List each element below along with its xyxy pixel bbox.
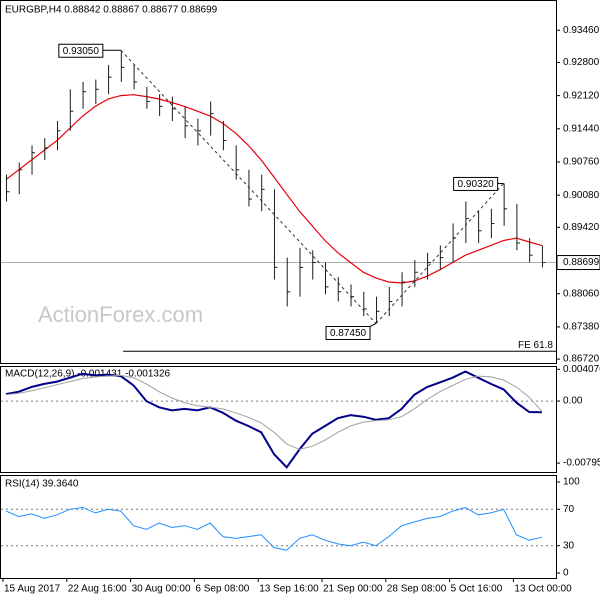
y-tick-label: 0.88060 bbox=[563, 288, 600, 299]
y-tick-label: 0 bbox=[563, 568, 569, 579]
y-tick-label: 30 bbox=[563, 540, 575, 551]
annotation-box bbox=[325, 325, 371, 340]
y-tick-label: 0.90080 bbox=[563, 190, 600, 201]
x-tick-label: 5 Oct 16:00 bbox=[451, 584, 503, 595]
annotation-label: 0.90320 bbox=[458, 179, 495, 190]
y-tick-label: 0.91440 bbox=[563, 123, 600, 134]
y-tick-label: 0.90760 bbox=[563, 157, 600, 168]
y-tick-label: -0.007956 bbox=[563, 458, 600, 469]
indicator-line bbox=[5, 370, 542, 469]
y-tick-label: 0.86720 bbox=[563, 354, 600, 365]
y-tick-label: 0.004076 bbox=[563, 364, 600, 375]
x-tick-label: 13 Oct 00:00 bbox=[514, 584, 572, 595]
annotation-label: 0.93050 bbox=[63, 46, 100, 57]
x-tick-label: 13 Sep 16:00 bbox=[259, 584, 319, 595]
y-tick-label: 0.92800 bbox=[563, 57, 600, 68]
y-tick-label: 0.00 bbox=[563, 396, 583, 407]
chart-title: EURGBP,H4 0.88842 0.88867 0.88677 0.8869… bbox=[5, 5, 218, 16]
x-tick-label: 21 Sep 00:00 bbox=[323, 584, 383, 595]
projection-line bbox=[375, 183, 505, 324]
y-tick-label: 0.87380 bbox=[563, 322, 600, 333]
annotation-leader bbox=[369, 323, 377, 327]
price-panel bbox=[0, 0, 557, 364]
x-tick-label: 6 Sep 08:00 bbox=[195, 584, 249, 595]
y-tick-label: 0.89420 bbox=[563, 222, 600, 233]
x-tick-label: 30 Aug 00:00 bbox=[132, 584, 191, 595]
x-tick-label: 15 Aug 2017 bbox=[4, 584, 61, 595]
fe-label: FE 61.8 bbox=[518, 340, 553, 351]
y-tick-label: 100 bbox=[563, 477, 580, 488]
y-tick-label: 0.92120 bbox=[563, 90, 600, 101]
last-price-box bbox=[556, 255, 600, 271]
y-tick-label: 0.93460 bbox=[563, 25, 600, 36]
rsi-title: RSI(14) 39.3640 bbox=[5, 479, 79, 490]
projection-line bbox=[120, 49, 377, 324]
moving-average bbox=[5, 94, 543, 284]
rsi-panel bbox=[0, 475, 557, 579]
indicator-line bbox=[5, 374, 543, 450]
last-price-label: 0.88699 bbox=[563, 257, 600, 268]
watermark: ActionForex.com bbox=[38, 302, 203, 327]
y-tick-label: 70 bbox=[563, 504, 575, 515]
macd-panel bbox=[0, 366, 557, 473]
x-tick-label: 28 Sep 08:00 bbox=[387, 584, 447, 595]
annotation-label: 0.87450 bbox=[330, 328, 367, 339]
x-tick-label: 22 Aug 16:00 bbox=[68, 584, 127, 595]
indicator-line bbox=[5, 506, 543, 551]
